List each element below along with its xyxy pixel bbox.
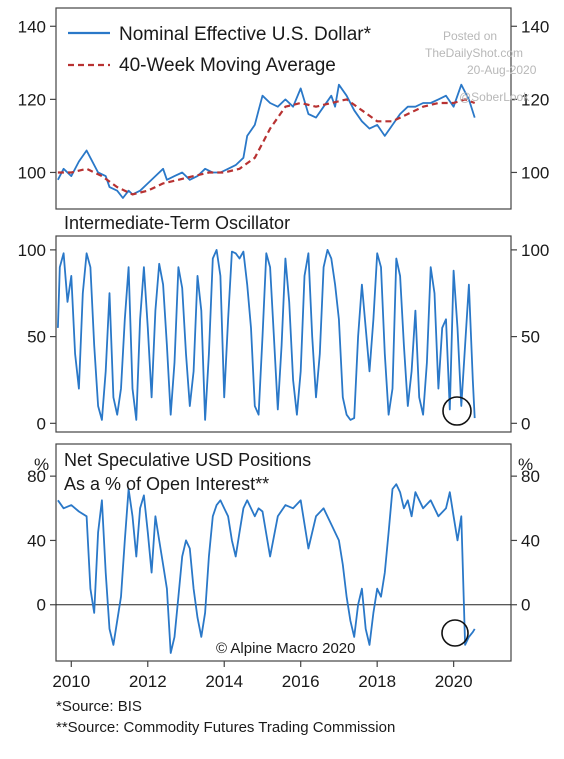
panel3-ytick-label-left-1: 40 [27, 531, 46, 550]
panel3-ytick-label-left-0: 0 [37, 596, 46, 615]
panel1-ytick-label-left-2: 140 [18, 17, 46, 36]
watermark-posted: Posted on [443, 29, 497, 43]
panel3-ylabel-left: % [34, 455, 49, 474]
panel2-highlight-circle [442, 396, 472, 426]
panel3-title-line1: Net Speculative USD Positions [64, 450, 311, 470]
panel3-frame [55, 443, 512, 662]
panel3-highlight-circle [441, 619, 469, 647]
panel3-title-line2: As a % of Open Interest** [64, 474, 269, 494]
legend-label-ma: 40-Week Moving Average [119, 55, 336, 76]
panel1-ytick-label-right-1: 120 [521, 90, 549, 109]
xtick-label-0: 2010 [52, 672, 90, 691]
panel3-series-line-0 [57, 483, 476, 654]
xtick-label-3: 2016 [282, 672, 320, 691]
xtick-label-4: 2018 [358, 672, 396, 691]
copyright-text: © Alpine Macro 2020 [216, 640, 355, 657]
xtick-label-5: 2020 [435, 672, 473, 691]
watermark-handle: @SoberLook [459, 90, 530, 104]
panel3-ylabel-right: % [518, 455, 533, 474]
panel3-ytick-label-right-1: 40 [521, 531, 540, 550]
panel1-ytick-label-right-2: 140 [521, 17, 549, 36]
panel2-series-line-0 [57, 248, 476, 421]
legend-label-nominal: Nominal Effective U.S. Dollar* [119, 24, 372, 45]
panel1-ytick-label-left-0: 100 [18, 163, 46, 182]
source-cftc: **Source: Commodity Futures Trading Comm… [56, 719, 395, 736]
panel2-ytick-label-left-2: 100 [18, 241, 46, 260]
panel1-series-line-0 [57, 83, 476, 199]
panel2-ytick-label-right-1: 50 [521, 328, 540, 347]
panel2-ytick-label-right-0: 0 [521, 414, 530, 433]
panel1-ytick-label-right-0: 100 [521, 163, 549, 182]
panel3-ytick-label-right-0: 0 [521, 596, 530, 615]
panel2-ytick-label-left-0: 0 [37, 414, 46, 433]
series-layer [57, 83, 476, 654]
panel2-frame [55, 235, 512, 433]
panel1-legend: Nominal Effective U.S. Dollar* 40-Week M… [68, 24, 372, 76]
panel2-ytick-label-left-1: 50 [27, 328, 46, 347]
panel1-frame [55, 7, 512, 210]
watermark-site: TheDailyShot.com [425, 46, 523, 60]
watermark: Posted on TheDailyShot.com 20-Aug-2020 @… [425, 29, 537, 104]
xtick-label-2: 2014 [205, 672, 243, 691]
panel3-ytick-label-right-2: 80 [521, 467, 540, 486]
ticks-layer: 100 100 120 120 140 140 0 0 50 50 100 100 0 0 40 40 80 80… [18, 17, 550, 691]
panel2-title: Intermediate-Term Oscillator [64, 213, 290, 233]
xtick-label-1: 2012 [129, 672, 167, 691]
source-bis: *Source: BIS [56, 698, 142, 715]
panel1-ytick-label-left-1: 120 [18, 90, 46, 109]
panel2-ytick-label-right-2: 100 [521, 241, 549, 260]
panel3-ytick-label-left-2: 80 [27, 467, 46, 486]
watermark-date: 20-Aug-2020 [467, 63, 537, 77]
